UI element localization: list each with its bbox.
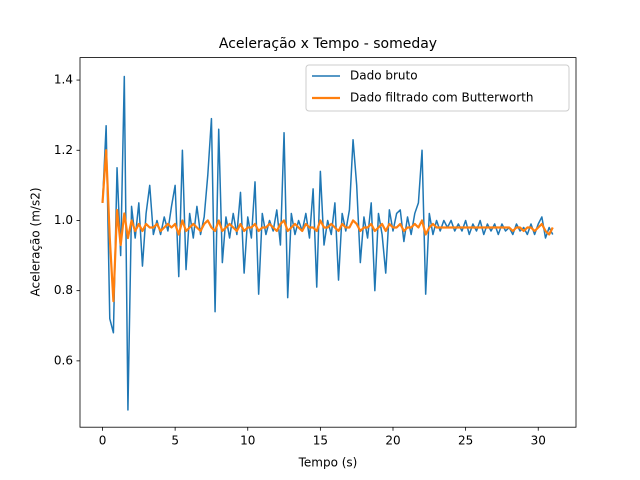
x-tick-label: 0 [99, 434, 107, 448]
x-tick-label: 25 [458, 434, 473, 448]
data-line [101, 75, 554, 411]
y-tick-label: 0.8 [54, 283, 73, 297]
legend-label: Dado filtrado com Butterworth [350, 91, 533, 105]
y-tick-label: 0.6 [54, 353, 73, 367]
y-tick-label: 1.2 [54, 143, 73, 157]
legend-label: Dado bruto [350, 69, 418, 83]
x-tick-label: 20 [385, 434, 400, 448]
chart-title: Aceleração x Tempo - someday [219, 36, 437, 52]
plot-frame [79, 57, 577, 428]
x-tick-label: 10 [240, 434, 255, 448]
x-axis-label: Tempo (s) [298, 456, 358, 470]
y-tick-label: 1.4 [54, 73, 73, 87]
data-line [101, 149, 554, 303]
x-tick-label: 5 [171, 434, 179, 448]
y-tick-label: 1.0 [54, 213, 73, 227]
legend-box [305, 64, 570, 112]
y-axis-label: Aceleração (m/s2) [29, 187, 43, 296]
x-tick-label: 30 [531, 434, 546, 448]
x-tick-label: 15 [313, 434, 328, 448]
